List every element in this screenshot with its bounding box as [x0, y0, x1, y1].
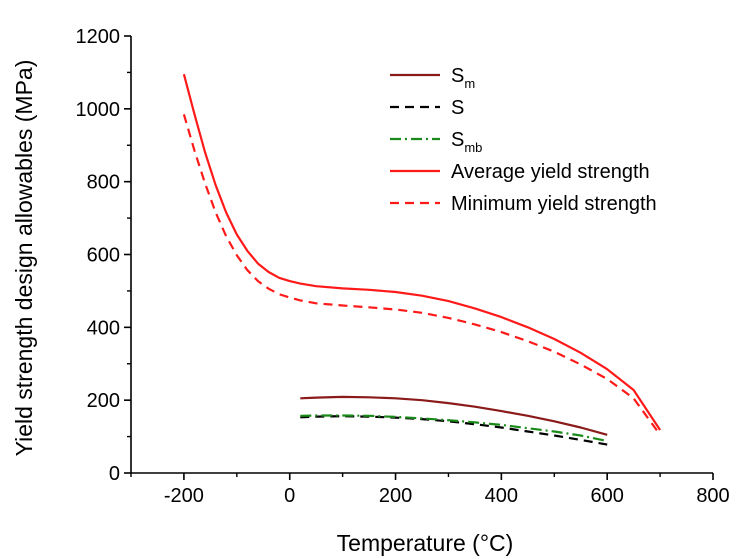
x-axis-label: Temperature (°C): [337, 530, 514, 556]
y-tick-label: 400: [87, 317, 120, 339]
x-tick-label: -200: [164, 485, 204, 507]
series-line-5: [182, 113, 661, 436]
legend: Sm S Smb Average yield strength Minimum yiel…: [390, 65, 657, 215]
legend-label-4: Average yield strength: [451, 161, 650, 183]
series-line-4: [182, 73, 662, 431]
y-tick-label: 1200: [76, 26, 121, 48]
x-tick-label: 200: [379, 485, 412, 507]
series-line-1: [300, 395, 608, 436]
legend-label-1: Sm: [451, 65, 475, 91]
series-line-3: [300, 414, 608, 443]
series-line-2: [300, 415, 608, 446]
y-tick-label: 200: [87, 390, 120, 412]
legend-label-5: Minimum yield strength: [451, 193, 657, 215]
x-tick-label: 0: [284, 485, 295, 507]
x-tick-label: 400: [485, 485, 518, 507]
axes-layer: -200 0 200 400 600 800 0 200 400 600 800 1000 1200: [76, 26, 730, 507]
y-tick-label: 800: [87, 172, 120, 194]
y-tick-label: 1000: [76, 99, 121, 121]
x-tick-label: 600: [590, 485, 623, 507]
y-axis-label: Yield strength design allowables (MPa): [11, 60, 37, 457]
series-layer: [182, 73, 662, 446]
legend-label-3: Smb: [451, 129, 482, 155]
legend-label-2: S: [451, 97, 464, 119]
y-tick-label: 0: [109, 463, 120, 485]
legend-label-subscript: mb: [464, 140, 482, 155]
legend-label-subscript: m: [464, 76, 475, 91]
y-tick-label: 600: [87, 245, 120, 267]
x-tick-label: 800: [696, 485, 729, 507]
